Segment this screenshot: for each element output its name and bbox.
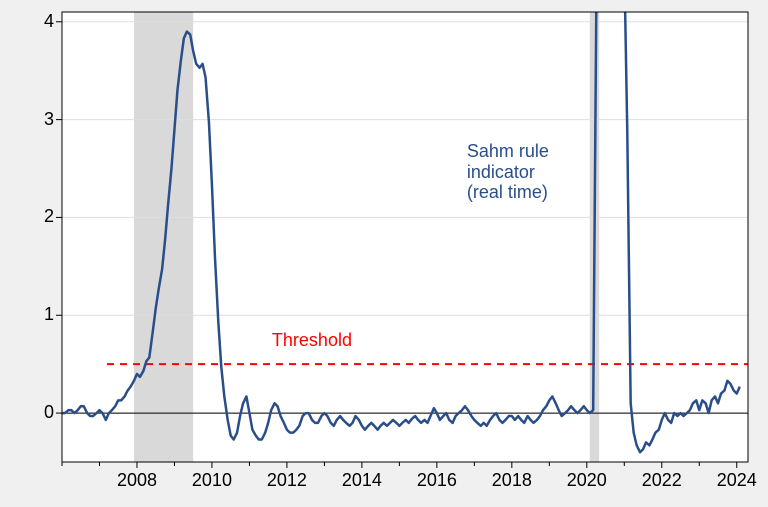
chart-svg xyxy=(0,0,768,507)
threshold-label: Threshold xyxy=(272,330,352,351)
y-tick-label: 4 xyxy=(32,11,54,32)
series-label: Sahm rule indicator (real time) xyxy=(467,141,549,203)
y-tick-label: 3 xyxy=(32,109,54,130)
x-tick-label: 2012 xyxy=(263,470,311,491)
x-tick-label: 2014 xyxy=(338,470,386,491)
y-tick-label: 0 xyxy=(32,402,54,423)
y-tick-label: 2 xyxy=(32,206,54,227)
y-tick-label: 1 xyxy=(32,304,54,325)
x-tick-label: 2010 xyxy=(188,470,236,491)
chart-container: 0 1 2 3 4 2008 2010 2012 2014 2016 2018 2020 2022 202… xyxy=(0,0,768,507)
x-tick-label: 2022 xyxy=(638,470,686,491)
x-tick-label: 2008 xyxy=(113,470,161,491)
x-tick-label: 2020 xyxy=(563,470,611,491)
x-tick-label: 2024 xyxy=(713,470,761,491)
x-tick-label: 2018 xyxy=(488,470,536,491)
x-tick-label: 2016 xyxy=(413,470,461,491)
